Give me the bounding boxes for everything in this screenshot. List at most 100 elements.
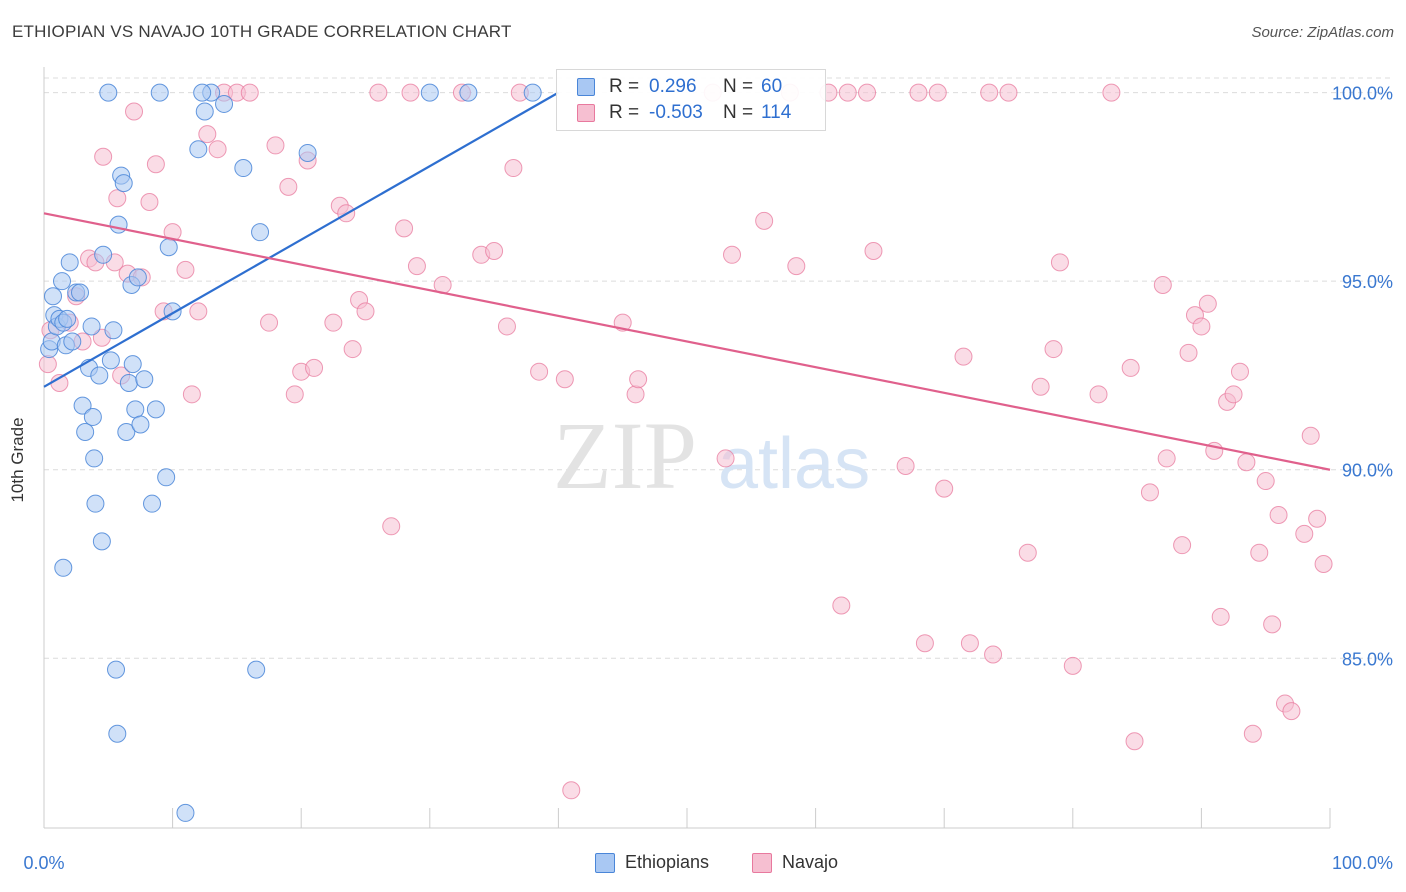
navajo-point bbox=[1282, 702, 1301, 721]
ethiopian-point bbox=[523, 83, 542, 102]
ethiopians-legend-swatch bbox=[595, 852, 615, 873]
navajo-point bbox=[356, 302, 375, 321]
navajo-point bbox=[125, 102, 144, 121]
ethiopian-point bbox=[114, 174, 133, 193]
ethiopian-point bbox=[128, 268, 147, 287]
navajo-point bbox=[407, 257, 426, 276]
navajo-point bbox=[140, 192, 159, 211]
legend-item-navajo[interactable]: Navajo bbox=[752, 852, 838, 873]
navajo-point bbox=[1153, 275, 1172, 294]
ethiopian-point bbox=[86, 494, 105, 513]
navajo-point bbox=[369, 83, 388, 102]
ethiopian-points bbox=[40, 83, 542, 822]
navajo-point bbox=[1301, 426, 1320, 445]
ethiopian-point bbox=[143, 494, 162, 513]
n-label: N = bbox=[723, 76, 754, 97]
navajo-point bbox=[960, 634, 979, 653]
legend-label-navajo: Navajo bbox=[782, 852, 839, 872]
navajo-point bbox=[915, 634, 934, 653]
navajo-point bbox=[928, 83, 947, 102]
navajo-point bbox=[1211, 607, 1230, 626]
navajo-point bbox=[1018, 543, 1037, 562]
r-label: R = bbox=[609, 76, 640, 97]
navajo-point bbox=[954, 347, 973, 366]
navajo-point bbox=[1314, 555, 1333, 574]
n-value: 114 bbox=[761, 102, 792, 123]
navajo-point bbox=[755, 211, 774, 230]
navajo-point bbox=[1263, 615, 1282, 634]
navajo-legend-swatch bbox=[752, 852, 772, 873]
legend-label-ethiopians: Ethiopians bbox=[625, 852, 710, 872]
ethiopians-trend-line bbox=[43, 91, 559, 388]
navajo-point bbox=[1308, 509, 1327, 528]
navajo-point bbox=[1102, 83, 1121, 102]
navajo-point bbox=[401, 83, 420, 102]
navajo-point bbox=[1237, 453, 1256, 472]
y-tick-label: 85.0% bbox=[1342, 649, 1393, 669]
navajo-point bbox=[497, 317, 516, 336]
chart-title: ETHIOPIAN VS NAVAJO 10TH GRADE CORRELATI… bbox=[12, 22, 512, 41]
navajo-point bbox=[935, 479, 954, 498]
ethiopian-point bbox=[146, 400, 165, 419]
navajo-point bbox=[1157, 449, 1176, 468]
ethiopian-point bbox=[131, 415, 150, 434]
navajo-point bbox=[1269, 505, 1288, 524]
ethiopian-point bbox=[109, 215, 128, 234]
navajo-swatch bbox=[577, 104, 595, 122]
navajo-point bbox=[1224, 385, 1243, 404]
ethiopian-point bbox=[247, 660, 266, 679]
navajo-point bbox=[1140, 483, 1159, 502]
series-legend: Ethiopians Navajo bbox=[0, 852, 1406, 878]
watermark-zip-text: ZIP bbox=[553, 402, 697, 509]
navajo-points bbox=[38, 83, 1333, 800]
r-value: 0.296 bbox=[649, 76, 697, 97]
navajo-point bbox=[999, 83, 1018, 102]
ethiopian-point bbox=[92, 532, 111, 551]
navajo-point bbox=[266, 136, 285, 155]
ethiopian-point bbox=[82, 317, 101, 336]
y-axis-label: 10th Grade bbox=[8, 417, 27, 503]
navajo-point bbox=[1256, 472, 1275, 491]
r-label: R = bbox=[609, 102, 640, 123]
ethiopian-point bbox=[94, 245, 113, 264]
navajo-point bbox=[38, 355, 57, 374]
ethiopian-point bbox=[126, 400, 145, 419]
navajo-point bbox=[1192, 317, 1211, 336]
navajo-point bbox=[723, 245, 742, 264]
legend-item-ethiopians[interactable]: Ethiopians bbox=[595, 852, 709, 873]
ethiopian-point bbox=[420, 83, 439, 102]
navajo-point bbox=[176, 260, 195, 279]
axis-layer bbox=[43, 67, 1331, 829]
ethiopian-point bbox=[101, 351, 120, 370]
navajo-point bbox=[555, 370, 574, 389]
navajo-point bbox=[896, 456, 915, 475]
navajo-point bbox=[1050, 253, 1069, 272]
ethiopian-point bbox=[73, 396, 92, 415]
ethiopian-point bbox=[298, 143, 317, 162]
navajo-point bbox=[382, 517, 401, 536]
ethiopian-point bbox=[63, 332, 82, 351]
navajo-point bbox=[1198, 294, 1217, 313]
navajo-point bbox=[838, 83, 857, 102]
navajo-point bbox=[858, 83, 877, 102]
ethiopian-point bbox=[83, 407, 102, 426]
navajo-point bbox=[285, 385, 304, 404]
navajo-point bbox=[980, 83, 999, 102]
navajo-point bbox=[1230, 362, 1249, 381]
navajo-point bbox=[324, 313, 343, 332]
x-tick-label-min: 0.0% bbox=[23, 853, 64, 873]
y-tick-label: 95.0% bbox=[1342, 272, 1393, 292]
navajo-point bbox=[198, 125, 217, 144]
y-tick-label: 100.0% bbox=[1332, 84, 1393, 104]
navajo-point bbox=[94, 147, 113, 166]
n-value: 60 bbox=[761, 76, 783, 97]
ethiopian-point bbox=[215, 94, 234, 113]
navajo-point bbox=[1295, 524, 1314, 543]
watermark: ZIP atlas bbox=[553, 402, 870, 509]
navajo-point bbox=[1179, 343, 1198, 362]
ethiopian-point bbox=[150, 83, 169, 102]
navajo-point bbox=[626, 385, 645, 404]
correlation-legend: R = 0.296 N = 60 R = -0.503 N = 114 bbox=[556, 69, 826, 131]
ethiopian-point bbox=[193, 83, 212, 102]
ethiopian-point bbox=[119, 374, 138, 393]
